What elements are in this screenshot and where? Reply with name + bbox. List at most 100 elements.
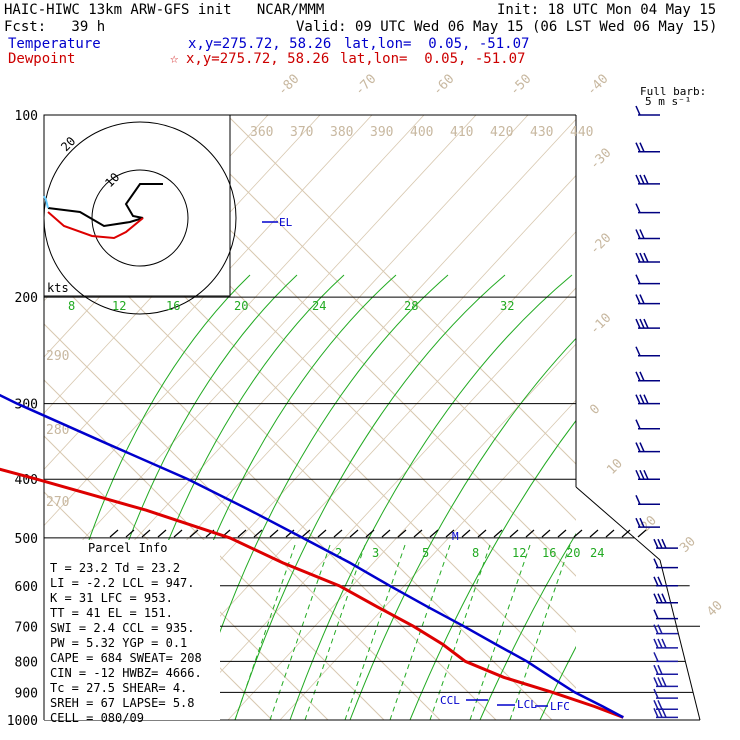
hatch-mark <box>349 529 359 538</box>
wind-barb-flag <box>653 538 659 549</box>
hatch-mark <box>445 529 455 538</box>
hatch-mark <box>333 529 343 538</box>
mixing-ratio-lower-label: 5 <box>422 546 429 560</box>
hatch-mark <box>525 529 535 538</box>
hatch-mark <box>509 529 519 538</box>
wind-barb <box>653 708 678 719</box>
theta-label: 440 <box>570 125 593 140</box>
isotherm-label: -20 <box>587 231 614 258</box>
wind-barb-flag <box>635 142 641 153</box>
wind-barb-flag <box>653 638 659 649</box>
parcel-info-row: TT = 41 EL = 151. <box>50 606 173 620</box>
hatch-mark <box>269 529 279 538</box>
isotherm-label: 30 <box>677 534 699 556</box>
wind-barb-flag <box>643 174 649 185</box>
hatch-mark <box>365 529 375 538</box>
wind-barb <box>635 318 660 329</box>
isotherm-label: 20 <box>638 513 660 535</box>
wind-barb <box>653 609 678 620</box>
isotherm-label: 40 <box>704 598 726 620</box>
pressure-label-100: 100 <box>15 109 38 124</box>
wind-barb-flag <box>661 677 667 687</box>
wind-barb-flag <box>635 229 641 239</box>
hatch-mark <box>157 529 167 538</box>
parcel-info-row: CAPE = 684 SWEAT= 208 <box>50 651 202 665</box>
theta-label: 290 <box>46 349 69 364</box>
dewpoint-latlon: lat,lon= 0.05, -51.07 <box>340 51 526 67</box>
mixing-ratio-line <box>429 544 491 720</box>
pressure-label-700: 700 <box>15 620 38 635</box>
wind-barb <box>653 593 678 604</box>
wind-barb <box>653 624 678 635</box>
dewpoint-series-line <box>0 467 624 719</box>
wind-barb-flag <box>639 174 645 185</box>
mixing-ratio-lower-label: 24 <box>590 546 604 560</box>
wind-barb <box>635 419 660 430</box>
dewpoint-xy: x,y=275.72, 58.26 <box>186 51 330 67</box>
mixing-ratio-lower-label: 12 <box>512 546 526 560</box>
wind-barb <box>653 576 678 587</box>
wind-barb-flag <box>661 538 667 549</box>
init-time: Init: 18 UTC Mon 04 May 15 <box>497 2 717 18</box>
wind-barb-flag <box>661 593 667 604</box>
parcel-info-row: SWI = 2.4 CCL = 935. <box>50 621 195 635</box>
theta-label: 410 <box>450 125 473 140</box>
wind-barb <box>635 252 660 263</box>
wind-barb-flag <box>643 318 649 329</box>
wind-barb-flag <box>653 624 659 634</box>
lcl-label: LCL <box>517 698 537 711</box>
wind-barb-flag <box>657 538 663 549</box>
wind-barb <box>653 688 678 699</box>
ccl-label: CCL <box>440 694 460 707</box>
moist-adiabat-line <box>479 533 576 720</box>
hatch-mark <box>109 529 119 538</box>
moist-adiabat-line <box>289 274 573 720</box>
hodograph-units: kts <box>47 281 69 295</box>
mixing-ratio-upper-label: 16 <box>166 299 180 313</box>
mixing-ratio-upper-label: 32 <box>500 299 514 313</box>
mixing-ratio-upper-label: 28 <box>404 299 418 313</box>
parcel-info-row: PW = 5.32 YGP = 0.1 <box>50 636 187 650</box>
theta-label: 360 <box>250 125 273 140</box>
wind-barb-flag <box>653 593 659 604</box>
isotherm-line <box>170 115 576 521</box>
wind-barb-flag <box>657 708 663 718</box>
isotherm-label: -10 <box>587 311 614 338</box>
hodograph-trace-top <box>43 195 49 209</box>
parcel-info-row: T = 23.2 Td = 23.2 <box>50 561 180 575</box>
mixing-ratio-lower-label: 2 <box>335 546 342 560</box>
mixing-ratio-upper-label: 12 <box>112 299 126 313</box>
dry-adiabat-line <box>44 115 477 583</box>
wind-barb <box>653 538 678 549</box>
theta-label: 390 <box>370 125 393 140</box>
dewpoint-legend-label: Dewpoint <box>8 51 76 67</box>
wind-barb <box>653 652 678 663</box>
wind-barb-flag <box>661 638 667 649</box>
plot-right-slant-lower <box>659 559 701 721</box>
moist-adiabat-line <box>349 337 576 720</box>
wind-barb-flag <box>635 203 641 213</box>
mixing-ratio-upper-label: 24 <box>312 299 326 313</box>
hatch-mark <box>189 529 199 538</box>
hodograph: 20 10 kts <box>43 121 237 315</box>
model-title: HAIC-HIWC 13km ARW-GFS init NCAR/MMM <box>4 2 325 18</box>
isotherm-line <box>44 323 441 720</box>
isotherm-label: -60 <box>430 72 457 99</box>
wind-barb <box>635 203 660 214</box>
barb-legend-line2: 5 m s⁻¹ <box>645 95 691 108</box>
isotherm-line <box>44 379 385 720</box>
wind-barb <box>635 142 660 153</box>
hatch-mark <box>125 529 135 538</box>
wind-barb <box>635 174 660 185</box>
wind-barb <box>635 469 660 480</box>
hatch-mark <box>493 529 503 538</box>
mixing-ratio-line <box>269 544 331 720</box>
wind-barb-flag <box>639 252 645 263</box>
mixing-ratio-upper-label: 8 <box>68 299 75 313</box>
parcel-info-row: Tc = 27.5 SHEAR= 4. <box>50 681 187 695</box>
dry-adiabat-line <box>175 287 576 720</box>
moist-adiabat-line <box>189 274 449 720</box>
mixing-ratio-line <box>304 544 366 720</box>
hatch-mark <box>173 529 183 538</box>
mixing-ratio-line <box>344 544 406 720</box>
